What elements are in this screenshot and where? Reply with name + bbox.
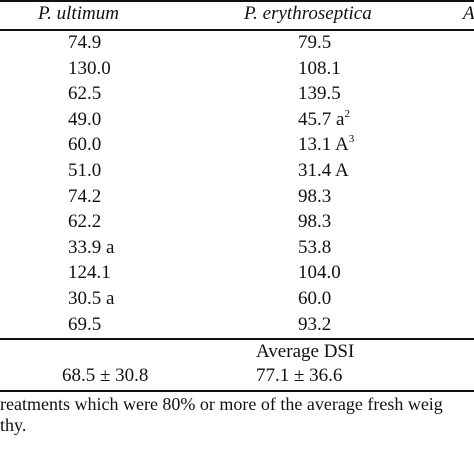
header-p-ultimum: P. ultimum [38, 3, 119, 24]
cell-p-ultimum: 30.5 a [68, 288, 115, 309]
cell-p-ultimum: 130.0 [68, 58, 111, 79]
cell-value: 53.8 [298, 237, 332, 258]
cell-p-erythroseptica: 31.4 A [298, 160, 349, 182]
average-ultimum: 68.5 ± 30.8 [62, 365, 149, 386]
cell-p-erythroseptica: 53.8 [298, 237, 331, 259]
cell-p-erythroseptica: 98.3 [298, 211, 331, 233]
header-p-erythroseptica: P. erythroseptica [244, 3, 372, 24]
cell-value: 31.4 A [298, 160, 349, 181]
cell-value: 93.2 [298, 314, 332, 335]
cell-value: 108.1 [298, 58, 341, 79]
header-rule [0, 29, 474, 31]
cell-p-erythroseptica: 108.1 [298, 58, 341, 80]
body-rule [0, 338, 474, 340]
cell-value: 60.0 [298, 288, 332, 309]
cell-value: 139.5 [298, 83, 341, 104]
cell-p-ultimum: 74.9 [68, 32, 102, 53]
cell-p-ultimum: 124.1 [68, 262, 111, 283]
cell-value: 45.7 a [298, 109, 345, 130]
cell-p-erythroseptica: 93.2 [298, 314, 331, 336]
cell-p-erythroseptica: 60.0 [298, 288, 331, 310]
cell-p-ultimum: 69.5 [68, 314, 102, 335]
cell-p-erythroseptica: 13.1 A3 [298, 133, 355, 158]
cell-p-erythroseptica: 45.7 a2 [298, 108, 350, 133]
top-rule [0, 0, 474, 2]
average-erythroseptica: 77.1 ± 36.6 [256, 365, 343, 386]
cell-p-erythroseptica: 79.5 [298, 32, 331, 54]
cell-value: 13.1 A [298, 134, 349, 155]
footnote-line-2: thy. [0, 415, 27, 435]
cell-p-ultimum: 51.0 [68, 160, 102, 181]
cell-p-ultimum: 74.2 [68, 186, 102, 207]
bottom-rule [0, 390, 474, 392]
cell-value: 98.3 [298, 211, 332, 232]
footnote-marker: 2 [344, 108, 350, 120]
footnote-line-1: reatments which were 80% or more of the … [0, 394, 443, 414]
cell-p-ultimum: 60.0 [68, 134, 102, 155]
cell-p-erythroseptica: 139.5 [298, 83, 341, 105]
cell-p-ultimum: 33.9 a [68, 237, 115, 258]
cell-p-erythroseptica: 98.3 [298, 186, 331, 208]
header-partial-column: A [463, 3, 474, 24]
cell-p-ultimum: 62.2 [68, 211, 102, 232]
cell-value: 79.5 [298, 32, 332, 53]
footnote-marker: 3 [348, 133, 355, 145]
cell-p-ultimum: 49.0 [68, 109, 102, 130]
average-dsi-label: Average DSI [256, 341, 355, 362]
cell-value: 98.3 [298, 186, 332, 207]
cell-value: 104.0 [298, 262, 341, 283]
cell-p-erythroseptica: 104.0 [298, 262, 341, 284]
cell-p-ultimum: 62.5 [68, 83, 102, 104]
